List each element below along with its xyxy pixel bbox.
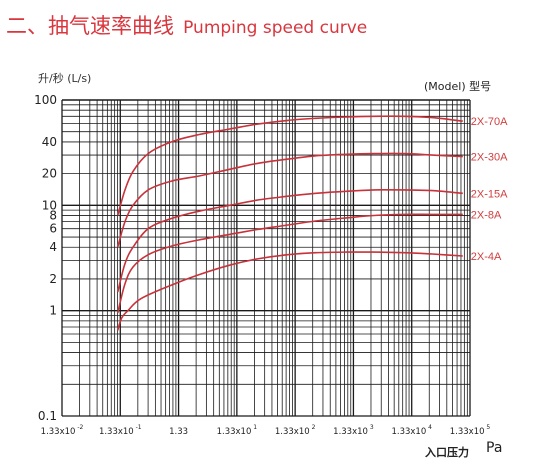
x-tick-label: 1.33x10 2 — [275, 424, 316, 437]
x-tick-base: 1.33x10 — [391, 427, 426, 437]
x-tick-base: 1.33x10 — [275, 427, 310, 437]
x-axis-label: 入口压力 — [425, 445, 469, 459]
chart-grid — [61, 99, 471, 417]
x-tick-label: 1.33x10 -2 — [41, 424, 84, 437]
x-tick-label: 1.33 — [169, 427, 188, 437]
series-line-2x-30a — [116, 152, 463, 248]
y-tick-label: 100 — [34, 93, 57, 107]
y-tick-label: 4 — [49, 240, 57, 254]
x-tick-base: 1.33x10 — [41, 427, 76, 437]
x-axis-unit: Pa — [486, 440, 502, 456]
y-tick-label: 0.1 — [38, 409, 57, 423]
x-tick-base: 1.33x10 — [99, 427, 134, 437]
y-tick-label: 10 — [42, 198, 57, 212]
x-tick-label: 1.33x10 -1 — [99, 424, 142, 437]
x-tick-exponent: 4 — [426, 424, 432, 431]
y-axis-label: 升/秒 (L/s) — [38, 71, 91, 85]
title-english: Pumping speed curve — [183, 18, 368, 38]
x-tick-base: 1.33x10 — [450, 427, 485, 437]
x-tick-label: 1.33x10 4 — [391, 424, 432, 437]
x-tick-exponent: 5 — [485, 424, 491, 431]
y-tick-label: 8 — [49, 209, 57, 223]
x-tick-base: 1.33 — [169, 427, 188, 437]
chart-series — [116, 115, 463, 331]
title-chinese: 二、抽气速率曲线 — [6, 14, 174, 38]
x-tick-label: 1.33x10 3 — [333, 424, 374, 437]
series-label: 2X-8A — [471, 209, 502, 221]
x-tick-label: 1.33x10 1 — [217, 424, 258, 437]
series-label: 2X-30A — [471, 152, 508, 164]
y-tick-label: 1 — [49, 304, 57, 318]
x-tick-label: 1.33x10 5 — [450, 424, 491, 437]
series-line-2x-15a — [116, 188, 463, 293]
y-tick-label: 40 — [42, 135, 57, 149]
x-tick-exponent: -1 — [134, 424, 142, 431]
x-tick-base: 1.33x10 — [333, 427, 368, 437]
x-tick-exponent: 3 — [368, 424, 374, 431]
page-title: 二、抽气速率曲线 Pumping speed curve — [6, 10, 367, 40]
series-line-2x-8a — [116, 213, 463, 314]
series-label: 2X-15A — [471, 188, 508, 200]
series-line-2x-70a — [116, 115, 463, 216]
x-tick-exponent: -2 — [75, 424, 83, 431]
y-tick-label: 6 — [49, 222, 57, 236]
x-tick-base: 1.33x10 — [217, 427, 252, 437]
x-tick-exponent: 1 — [251, 424, 257, 431]
series-label: 2X-70A — [471, 116, 508, 128]
series-labels: 2X-70A 2X-30A 2X-15A 2X-8A 2X-4A — [471, 116, 508, 263]
x-axis-ticks: 1.33x10 -2 1.33x10 -1 1.33 1.33x10 1 1.33x10… — [41, 424, 491, 437]
y-tick-label: 2 — [49, 272, 57, 286]
x-tick-exponent: 2 — [310, 424, 316, 431]
series-label: 2X-4A — [471, 251, 502, 263]
series-line-2x-4a — [116, 251, 463, 331]
y-tick-label: 20 — [42, 167, 57, 181]
legend-title: (Model) 型号 — [424, 79, 491, 93]
